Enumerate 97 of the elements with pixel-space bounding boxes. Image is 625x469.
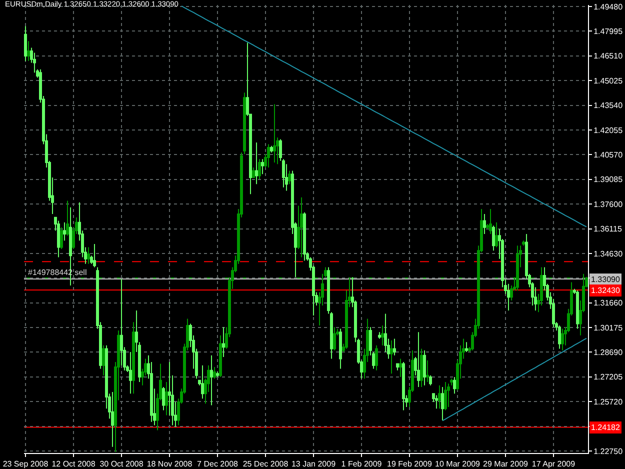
candlestick	[399, 358, 402, 378]
candlestick	[396, 363, 399, 371]
y-tick-label: 1.39085	[594, 175, 624, 184]
candlestick	[288, 170, 291, 185]
y-tick-label: 1.49480	[594, 2, 624, 12]
y-tick-label: 1.43540	[594, 101, 624, 110]
y-tick-label: 1.36115	[594, 224, 622, 234]
candlestick	[489, 208, 492, 234]
candlestick	[522, 240, 525, 246]
candlestick	[132, 322, 135, 394]
candlestick	[129, 352, 132, 394]
candlestick	[435, 394, 438, 410]
candlestick	[393, 338, 396, 356]
candlestick	[453, 376, 456, 394]
candlestick	[333, 326, 336, 351]
y-tick-label: 1.47995	[594, 26, 624, 36]
x-tick-label: 23 Sep 2008	[2, 460, 49, 469]
ref-line-label: 1.33090	[591, 275, 620, 284]
candlestick	[558, 324, 561, 350]
line-series	[442, 338, 587, 422]
candlestick	[27, 40, 30, 62]
y-tick-label: 1.25720	[594, 397, 624, 406]
x-tick-label: 25 Dec 2008	[242, 460, 289, 469]
candlestick	[60, 226, 63, 250]
y-tick-label: 1.37600	[594, 200, 624, 209]
candlestick	[63, 222, 66, 242]
candlestick	[255, 142, 258, 185]
candlestick	[219, 334, 222, 378]
candlestick	[492, 225, 495, 252]
candlestick	[378, 332, 381, 340]
line-series	[181, 6, 587, 228]
candlestick	[465, 342, 468, 353]
y-tick-label: 1.22750	[594, 446, 624, 456]
candlestick	[444, 381, 447, 411]
candlestick	[438, 384, 441, 410]
candlestick	[252, 166, 255, 178]
candlestick	[222, 326, 225, 358]
candlestick	[441, 386, 444, 421]
candlestick	[66, 200, 69, 236]
y-tick-label: 1.42055	[594, 126, 624, 135]
candlestick	[111, 391, 114, 448]
candlestick	[375, 344, 378, 371]
candlestick	[216, 372, 219, 378]
x-tick-label: 18 Nov 2008	[146, 460, 193, 469]
candlestick	[162, 386, 165, 411]
candlestick	[390, 340, 393, 374]
candlestick	[270, 145, 273, 153]
ref-line-label: 1.32430	[591, 286, 620, 295]
candlestick	[267, 144, 270, 168]
y-tick-label: 1.34630	[594, 249, 624, 258]
y-tick-label: 1.46510	[594, 52, 624, 61]
candlestick	[273, 104, 276, 163]
candlestick	[261, 158, 264, 175]
candlestick	[213, 366, 216, 380]
candlestick	[561, 328, 564, 351]
x-tick-label: 1 Feb 2009	[341, 460, 382, 469]
candlestick	[258, 158, 261, 180]
y-tick-label: 1.45025	[594, 76, 624, 86]
candlestick	[381, 324, 384, 346]
y-tick-label: 1.27205	[594, 372, 624, 382]
x-tick-label: 12 Oct 2008	[52, 460, 96, 469]
candlestick	[507, 283, 510, 311]
x-tick-label: 7 Dec 2008	[197, 460, 239, 469]
candlestick	[417, 332, 420, 388]
candlestick	[423, 350, 426, 386]
x-tick-label: 17 Apr 2009	[532, 460, 576, 469]
candlestick	[102, 344, 105, 376]
candlestick	[429, 374, 432, 386]
candlestick	[243, 92, 246, 155]
candlestick	[576, 290, 579, 330]
candlestick	[303, 212, 306, 262]
candlestick	[447, 383, 450, 408]
x-tick-label: 13 Jan 2009	[291, 460, 336, 469]
candlestick	[420, 348, 423, 388]
x-tick-label: 10 Mar 2009	[435, 460, 481, 469]
y-tick-label: 1.28690	[594, 348, 624, 358]
candlestick	[426, 360, 429, 382]
candlestick	[87, 246, 90, 264]
candlestick	[210, 354, 213, 406]
candlestick	[300, 196, 303, 258]
candlestick	[483, 214, 486, 234]
candlestick	[24, 26, 27, 62]
ref-line-label: 1.24182	[591, 423, 620, 432]
y-tick-label: 1.40570	[594, 150, 624, 160]
candlestick	[339, 328, 342, 370]
candlestick	[402, 362, 405, 411]
candlestick	[57, 220, 60, 258]
x-tick-label: 19 Feb 2009	[387, 460, 433, 469]
candlestick	[93, 243, 96, 268]
candlestick	[495, 222, 498, 248]
y-tick-label: 1.31660	[594, 298, 624, 308]
candlestick	[165, 381, 168, 416]
candlestick	[201, 364, 204, 400]
x-tick-label: 30 Oct 2008	[100, 460, 144, 469]
x-tick-label: 29 Mar 2009	[483, 460, 529, 469]
candlestick	[450, 378, 453, 386]
y-tick-label: 1.30175	[594, 323, 624, 332]
